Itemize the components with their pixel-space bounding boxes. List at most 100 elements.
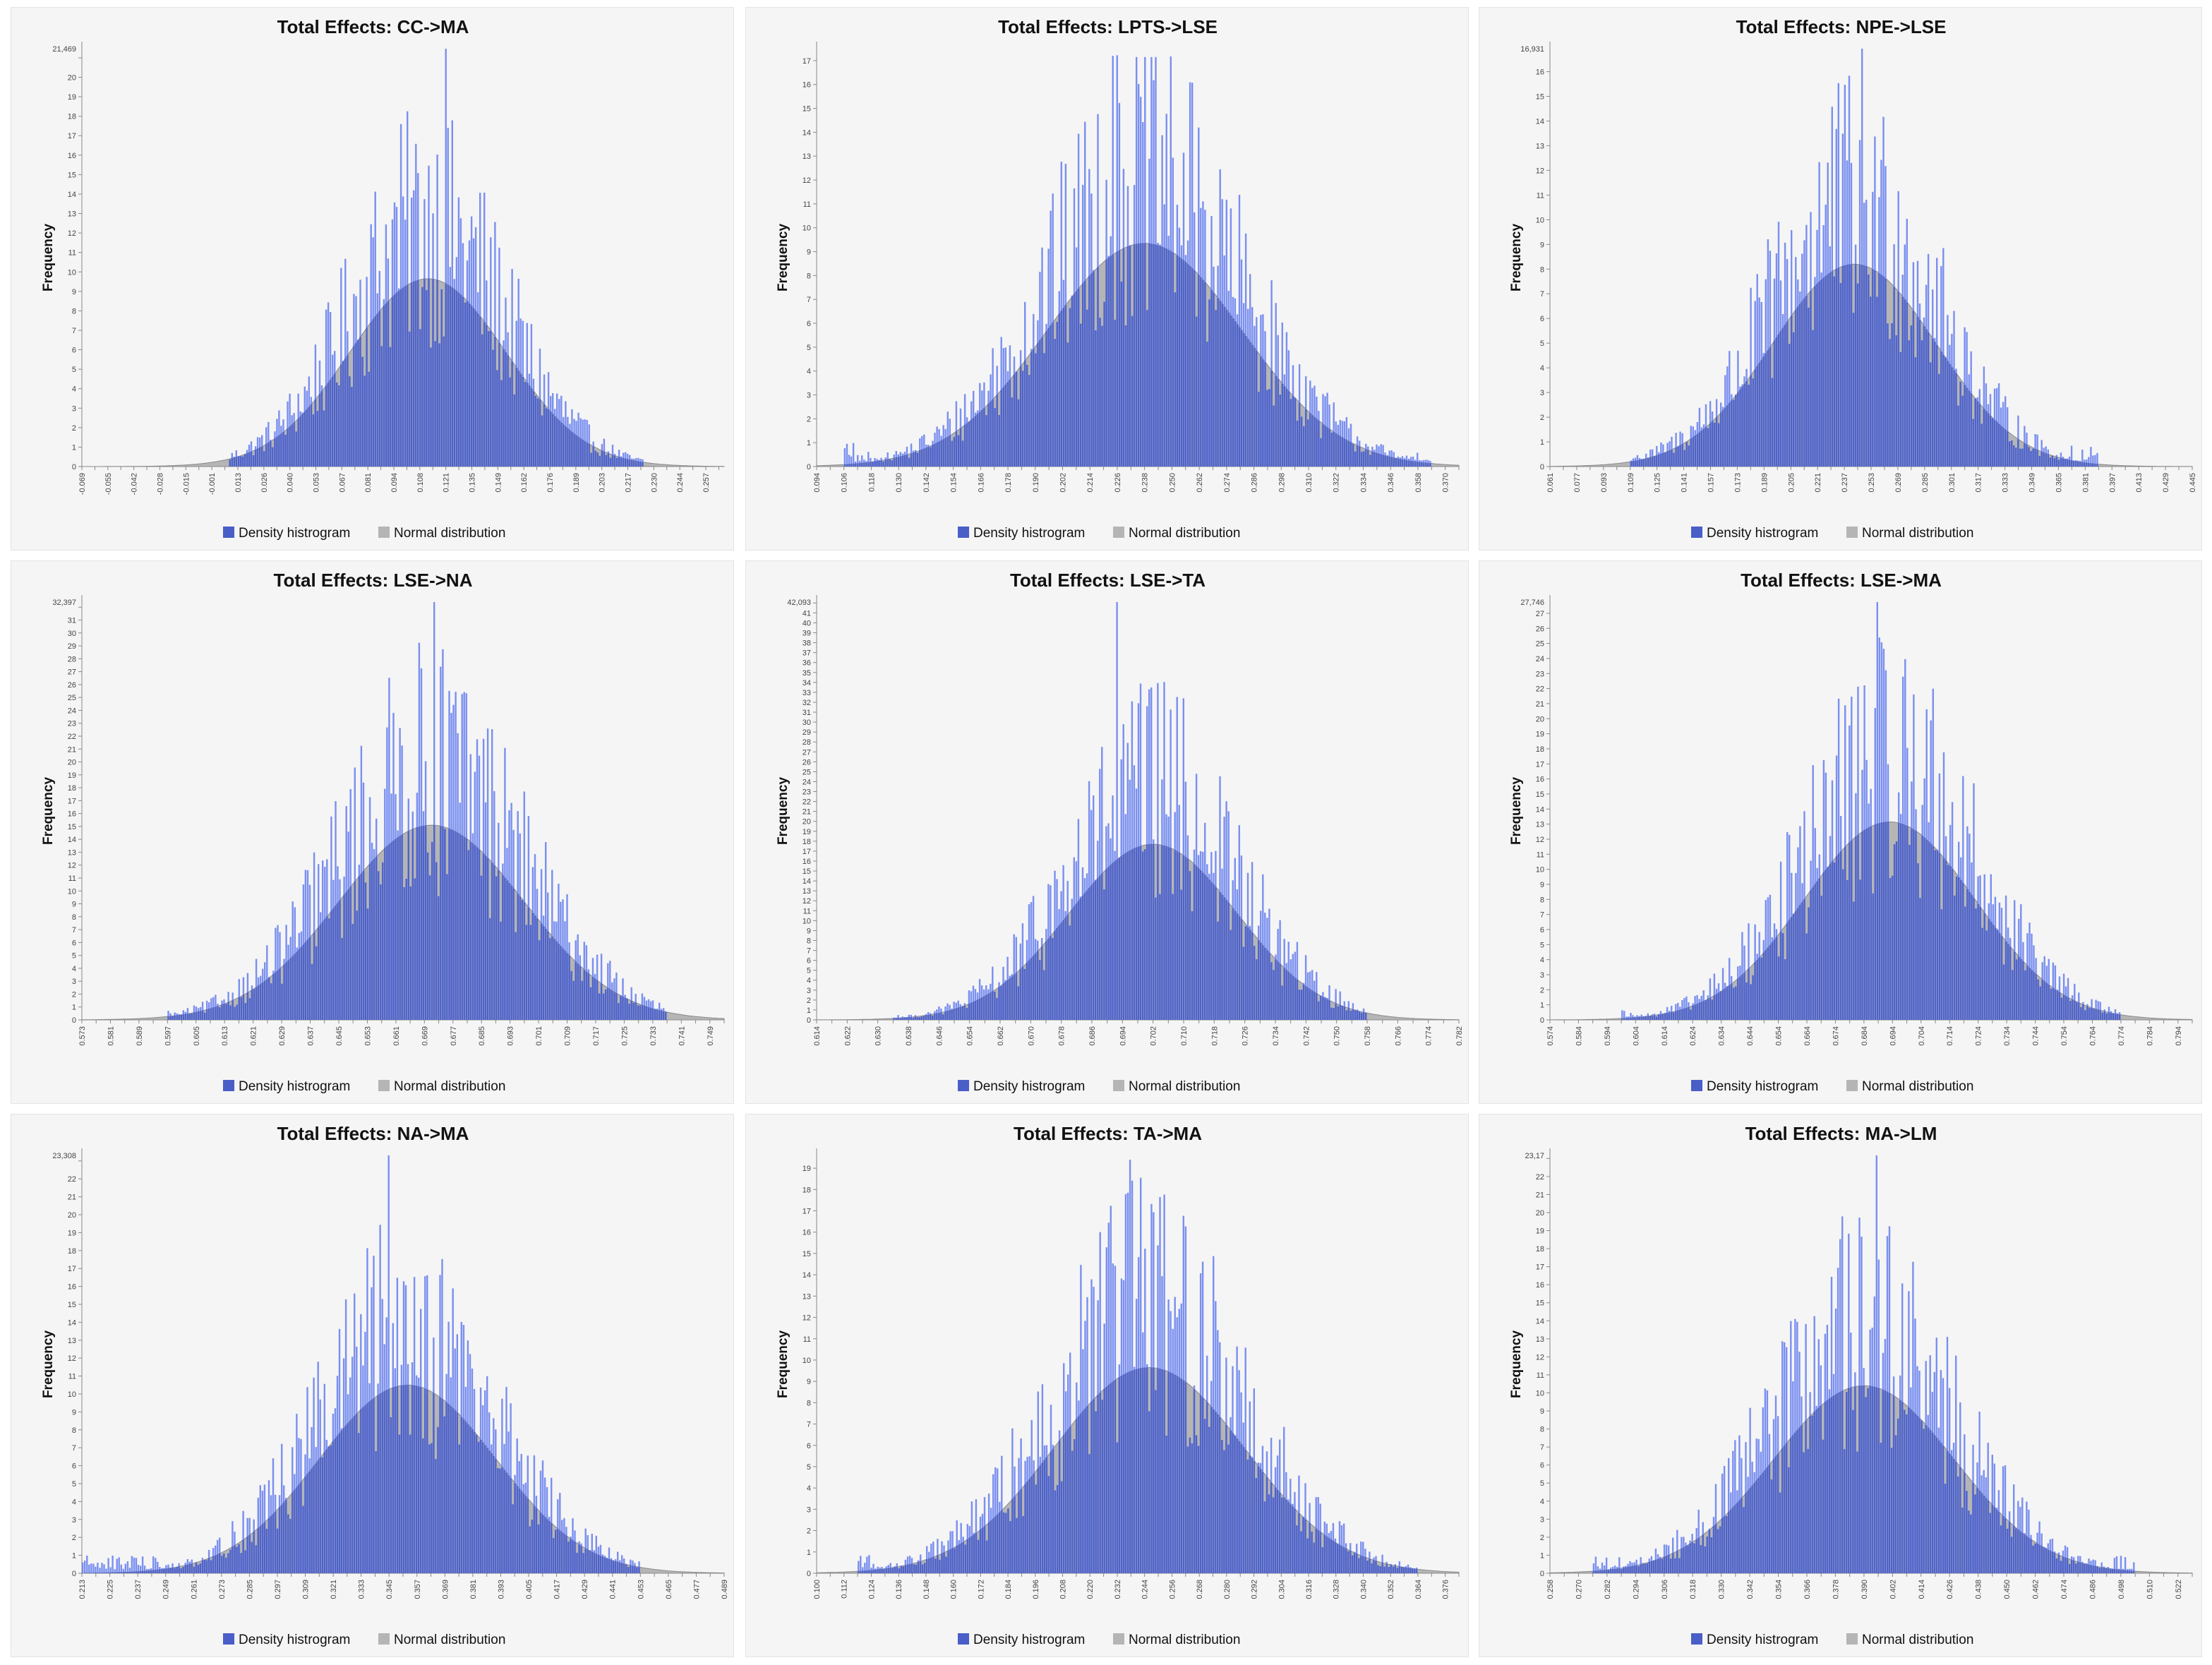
histogram-bar-overlap [1994, 927, 1997, 1020]
x-tick-label: 0.040 [287, 473, 295, 493]
histogram-bar-overlap [567, 1541, 570, 1573]
y-tick-label: 3 [807, 987, 811, 995]
histogram-bar-overlap [345, 891, 347, 1020]
histogram-bar-overlap [633, 460, 635, 467]
histogram-bar-overlap [1247, 339, 1249, 467]
histogram-bar-overlap [360, 873, 363, 1020]
histogram-bar-overlap [239, 456, 242, 467]
y-tick-label: 22 [68, 733, 76, 741]
y-tick-label: 32 [803, 699, 811, 707]
histogram-bar-overlap [1954, 895, 1956, 1020]
histogram-bar-overlap [404, 286, 407, 467]
histogram-bar-overlap [2105, 1013, 2108, 1020]
histogram-bar-overlap [259, 447, 261, 467]
histogram-bar-overlap [947, 1550, 949, 1573]
x-tick-label: 0.381 [469, 1580, 478, 1599]
histogram-bar-overlap [2072, 999, 2074, 1020]
histogram-bar-overlap [1144, 1367, 1146, 1573]
histogram-bar-overlap [1182, 260, 1185, 467]
histogram-bar-overlap [330, 1445, 332, 1573]
y-tick-label: 30 [68, 630, 76, 638]
histogram-bar-overlap [1174, 292, 1177, 467]
y-tick-label: 9 [807, 927, 811, 935]
histogram-bar-overlap [523, 901, 525, 1020]
histogram-bar [2070, 445, 2073, 467]
histogram-bar-overlap [1374, 452, 1376, 467]
histogram-bar-overlap [356, 910, 358, 1020]
y-tick-label: 0 [807, 1570, 811, 1578]
histogram-bar-overlap [893, 1018, 895, 1020]
histogram-bar-overlap [191, 1563, 193, 1573]
histogram-bar-overlap [342, 1428, 345, 1573]
histogram-bar-overlap [1898, 823, 1900, 1020]
histogram-bar-overlap [2096, 464, 2098, 467]
histogram-bar-overlap [2078, 1002, 2080, 1020]
histogram-bar-overlap [244, 454, 246, 467]
histogram-bar-overlap [1230, 1430, 1232, 1573]
y-max-label: 27,746 [1520, 599, 1544, 607]
x-tick-label: 0.257 [702, 473, 711, 493]
x-tick-label: 0.357 [414, 1580, 422, 1599]
histogram-bar-overlap [1197, 1445, 1200, 1573]
histogram-bar-overlap [432, 279, 434, 467]
histogram-bar-overlap [2066, 459, 2069, 467]
histogram-bar-overlap [378, 311, 380, 467]
histogram-bar-overlap [1065, 1432, 1067, 1573]
histogram-bar-overlap [409, 886, 411, 1020]
histogram-bar-overlap [199, 1563, 202, 1573]
histogram-bar-overlap [1163, 846, 1165, 1020]
histogram-bar-overlap [1880, 275, 1882, 467]
histogram-bar-overlap [661, 1011, 663, 1020]
histogram-bar-overlap [1182, 1381, 1184, 1573]
histogram-bar-overlap [2009, 946, 2012, 1020]
y-tick-label: 8 [1540, 265, 1544, 274]
y-tick-label: 8 [72, 307, 76, 315]
histogram-bar-overlap [901, 455, 904, 467]
x-tick-label: 0.261 [190, 1580, 198, 1599]
histogram-bar-overlap [1779, 931, 1782, 1020]
histogram-bar [126, 1561, 129, 1573]
legend-label-histogram: Density histrogram [239, 526, 350, 541]
histogram-bar-overlap [1976, 401, 1978, 467]
histogram-bar-overlap [2072, 461, 2075, 467]
histogram-bar-overlap [1294, 1508, 1296, 1573]
histogram-bar-overlap [1124, 1373, 1127, 1573]
histogram-bar-overlap [327, 382, 330, 467]
histogram-bar-overlap [1968, 891, 1971, 1020]
x-tick-label: 0.453 [637, 1580, 645, 1599]
histogram-bar-overlap [569, 430, 571, 467]
histogram-bar-overlap [2041, 980, 2043, 1020]
histogram-bar-overlap [416, 827, 419, 1020]
y-tick-label: 16 [1536, 68, 1544, 77]
histogram-bar-overlap [1191, 268, 1194, 467]
histogram-bar-overlap [968, 421, 970, 467]
histogram-bar-overlap [541, 415, 543, 467]
histogram-bar-overlap [1414, 462, 1417, 467]
histogram-bar-overlap [626, 999, 628, 1020]
histogram-bar-overlap [227, 1002, 229, 1020]
histogram-bar-overlap [1893, 287, 1895, 467]
x-tick-label: 0.203 [599, 473, 607, 493]
histogram-bar-overlap [1841, 266, 1844, 467]
histogram-bar-overlap [1844, 265, 1846, 467]
histogram-bar-overlap [968, 1537, 970, 1573]
histogram-bar-overlap [1334, 1542, 1337, 1573]
x-tick-label: 0.750 [1333, 1026, 1342, 1046]
histogram-bar-overlap [397, 291, 400, 467]
histogram-bar-overlap [302, 1505, 304, 1573]
histogram-bar-overlap [1833, 862, 1836, 1020]
y-tick-label: 2 [1540, 414, 1544, 422]
histogram-bar-overlap [620, 995, 622, 1020]
y-tick-label: 25 [803, 768, 811, 776]
histogram-bar-overlap [934, 1014, 936, 1020]
histogram-bar-overlap [1178, 1377, 1180, 1573]
histogram-bar-overlap [1876, 824, 1878, 1020]
x-tick-label: 0.664 [1803, 1026, 1812, 1046]
histogram-bar-overlap [1032, 956, 1035, 1020]
histogram-bar-overlap [1197, 868, 1200, 1020]
histogram-bar-overlap [1238, 1441, 1240, 1573]
x-tick-label: 0.390 [1861, 1580, 1869, 1599]
histogram-bar-overlap [1789, 920, 1791, 1020]
histogram-bar-overlap [1784, 959, 1786, 1020]
histogram-bar-overlap [642, 462, 644, 467]
